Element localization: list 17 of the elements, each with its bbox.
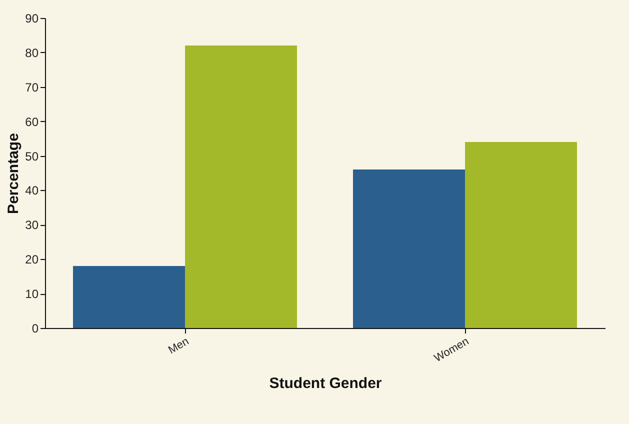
y-tick-label: 90 bbox=[25, 12, 39, 26]
y-tick-label: 30 bbox=[25, 218, 39, 232]
x-tick-label: Men bbox=[166, 336, 191, 357]
x-axis-title: Student Gender bbox=[269, 374, 382, 392]
y-tick-label: 20 bbox=[25, 252, 39, 267]
y-tick-label: 0 bbox=[32, 322, 39, 336]
y-tick-label: 10 bbox=[25, 287, 39, 302]
y-axis-title: Percentage bbox=[5, 133, 22, 214]
bar bbox=[465, 142, 577, 328]
y-tick-label: 60 bbox=[25, 114, 39, 129]
y-tick-label: 70 bbox=[25, 80, 39, 94]
y-tick-label: 50 bbox=[25, 149, 39, 164]
y-tick-label: 80 bbox=[25, 46, 39, 60]
y-tick-label: 40 bbox=[25, 184, 39, 198]
bar bbox=[353, 170, 465, 328]
bar bbox=[185, 46, 297, 328]
bar bbox=[73, 266, 185, 328]
